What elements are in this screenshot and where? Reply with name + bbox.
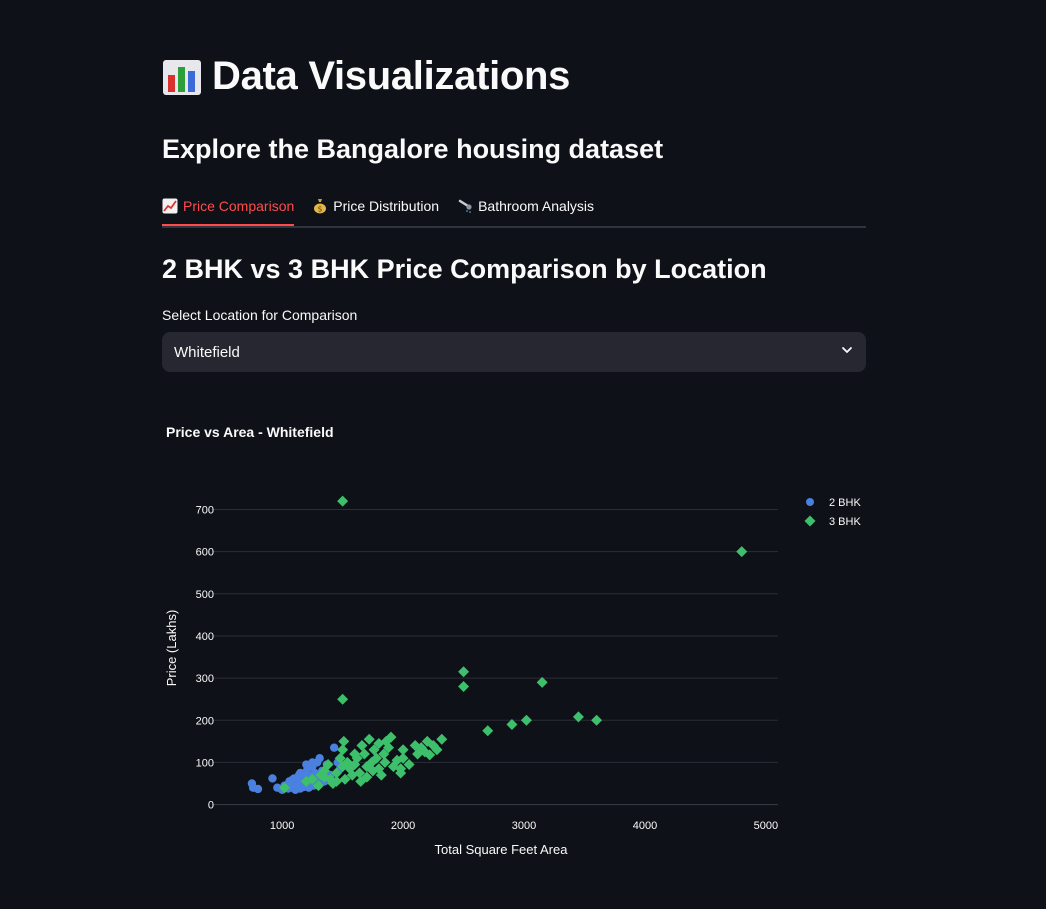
x-tick-label: 5000 bbox=[754, 820, 778, 832]
tab-price-comparison[interactable]: Price Comparison bbox=[162, 188, 295, 226]
page-title: Data Visualizations bbox=[212, 54, 571, 98]
page-subtitle: Explore the Bangalore housing dataset bbox=[162, 134, 664, 164]
legend-marker bbox=[806, 498, 814, 506]
point-3bhk bbox=[572, 711, 584, 723]
x-axis-label: Total Square Feet Area bbox=[435, 842, 569, 857]
legend-item[interactable]: 3 BHK bbox=[804, 515, 862, 529]
y-tick-label: 300 bbox=[196, 673, 214, 685]
point-3bhk bbox=[397, 752, 409, 764]
point-3bhk bbox=[458, 681, 470, 693]
x-tick-label: 2000 bbox=[391, 820, 415, 832]
chart-increasing-icon bbox=[162, 198, 178, 214]
tab-label: Bathroom Analysis bbox=[478, 198, 595, 214]
point-2bhk bbox=[308, 758, 317, 767]
point-3bhk bbox=[385, 731, 397, 743]
y-tick-label: 600 bbox=[196, 547, 214, 559]
y-axis-label: Price (Lakhs) bbox=[164, 610, 179, 687]
point-3bhk bbox=[370, 752, 382, 764]
point-3bhk bbox=[506, 718, 518, 730]
point-3bhk bbox=[403, 759, 415, 771]
grid-lines bbox=[212, 509, 778, 806]
point-3bhk bbox=[334, 752, 346, 764]
point-3bhk bbox=[337, 744, 349, 756]
legend[interactable]: 2 BHK 3 BHK bbox=[804, 497, 862, 529]
point-3bhk bbox=[378, 748, 390, 760]
data-points bbox=[247, 495, 748, 795]
bar-chart-icon bbox=[162, 57, 202, 97]
point-2bhk bbox=[288, 775, 298, 784]
point-3bhk bbox=[306, 773, 318, 785]
point-3bhk bbox=[337, 693, 349, 705]
point-2bhk bbox=[268, 774, 277, 783]
point-3bhk bbox=[520, 714, 532, 726]
point-3bhk bbox=[424, 749, 436, 761]
point-2bhk bbox=[253, 784, 263, 794]
point-3bhk bbox=[591, 714, 603, 726]
shower-icon bbox=[457, 198, 473, 214]
chevron-down-icon bbox=[840, 343, 854, 362]
point-2bhk bbox=[296, 768, 305, 778]
point-3bhk bbox=[379, 756, 391, 768]
point-3bhk bbox=[338, 735, 350, 747]
point-2bhk bbox=[315, 754, 324, 763]
point-2bhk bbox=[329, 743, 339, 752]
location-select-value: Whitefield bbox=[174, 343, 240, 361]
point-3bhk bbox=[337, 495, 349, 507]
x-tick-label: 4000 bbox=[633, 820, 657, 832]
point-3bhk bbox=[395, 763, 407, 775]
legend-marker bbox=[804, 515, 816, 527]
y-tick-label: 200 bbox=[196, 715, 214, 727]
point-3bhk bbox=[736, 546, 748, 558]
point-3bhk bbox=[458, 666, 470, 678]
y-tick-label: 100 bbox=[196, 757, 214, 769]
tab-label: Price Distribution bbox=[333, 198, 440, 214]
point-3bhk bbox=[358, 748, 370, 760]
axes: 0 100 200 300 400 500 600 700 1000 2000 3000 4000 50… bbox=[196, 505, 779, 832]
y-tick-label: 0 bbox=[208, 800, 214, 812]
point-3bhk bbox=[339, 773, 351, 785]
y-tick-label: 400 bbox=[196, 631, 214, 643]
tab-bathroom-analysis[interactable]: Bathroom Analysis bbox=[457, 188, 594, 224]
legend-label: 3 BHK bbox=[829, 516, 861, 528]
legend-label: 2 BHK bbox=[829, 497, 861, 509]
chart-title: Price vs Area - Whitefield bbox=[166, 424, 334, 440]
point-3bhk bbox=[368, 744, 380, 756]
page-header: Data Visualizations bbox=[162, 54, 570, 99]
point-3bhk bbox=[331, 775, 343, 787]
x-tick-label: 3000 bbox=[512, 820, 536, 832]
point-3bhk bbox=[375, 769, 387, 781]
tab-bar: Price Comparison $ Price Distribution bbox=[162, 188, 866, 228]
point-3bhk bbox=[356, 740, 368, 752]
legend-item[interactable]: 2 BHK bbox=[806, 497, 861, 509]
y-tick-label: 500 bbox=[196, 589, 214, 601]
point-3bhk bbox=[354, 767, 366, 779]
point-3bhk bbox=[436, 733, 448, 745]
point-3bhk bbox=[536, 676, 548, 688]
location-select-label: Select Location for Comparison bbox=[162, 307, 358, 323]
point-3bhk bbox=[383, 742, 395, 754]
point-3bhk bbox=[431, 744, 443, 756]
section-title: 2 BHK vs 3 BHK Price Comparison by Locat… bbox=[162, 254, 767, 284]
y-tick-label: 700 bbox=[196, 505, 214, 517]
point-3bhk bbox=[482, 725, 494, 737]
point-3bhk bbox=[331, 767, 343, 779]
x-tick-label: 1000 bbox=[270, 820, 294, 832]
point-3bhk bbox=[351, 752, 363, 764]
point-3bhk bbox=[322, 759, 334, 771]
point-3bhk bbox=[279, 782, 291, 794]
tab-label: Price Comparison bbox=[183, 198, 295, 214]
point-3bhk bbox=[363, 733, 375, 745]
location-select[interactable]: Whitefield bbox=[162, 332, 866, 372]
money-bag-icon: $ bbox=[312, 198, 328, 214]
svg-text:$: $ bbox=[318, 205, 323, 214]
point-3bhk bbox=[397, 744, 409, 756]
point-3bhk bbox=[361, 771, 373, 783]
tab-price-distribution[interactable]: $ Price Distribution bbox=[312, 188, 439, 224]
point-3bhk bbox=[318, 771, 330, 783]
point-3bhk bbox=[312, 780, 324, 792]
